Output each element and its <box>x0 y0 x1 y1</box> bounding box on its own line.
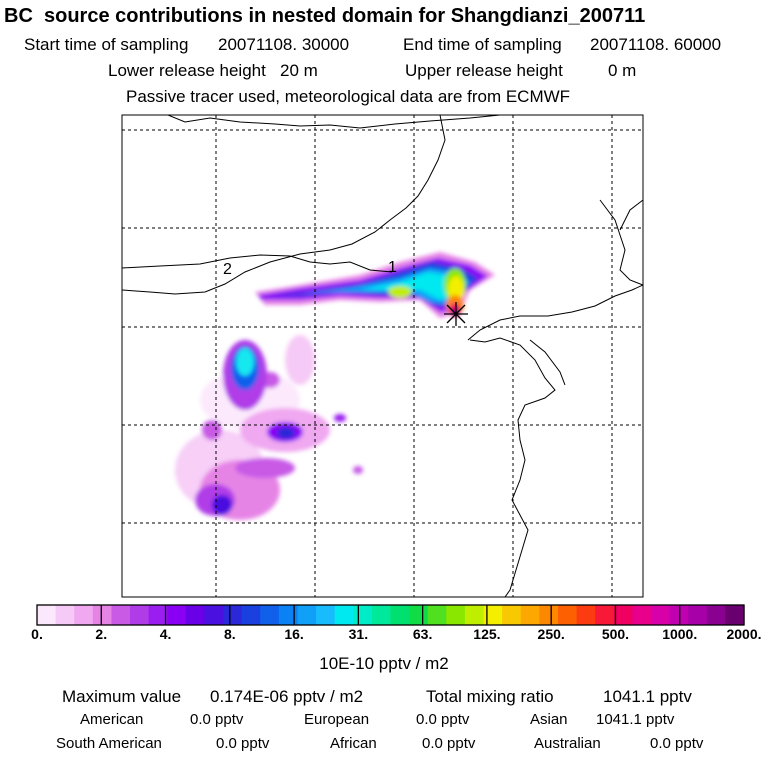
colorbar-swatch <box>464 605 485 625</box>
colorbar-swatch <box>502 605 522 625</box>
max-value-label: Maximum value <box>62 687 182 706</box>
colorbar-swatch <box>37 605 57 625</box>
colorbar-swatch <box>148 605 168 625</box>
colorbar-swatch <box>241 605 261 625</box>
colorbar-unit-label: 10E-10 pptv / m2 <box>319 654 449 673</box>
colorbar-swatch <box>390 605 410 625</box>
colorbar-tick-label: 63. <box>412 626 433 642</box>
colorbar-swatch <box>111 605 131 625</box>
colorbar-swatch <box>297 605 317 625</box>
colorbar-swatch <box>539 605 559 625</box>
map-frame <box>121 114 644 598</box>
colorbar-frame <box>36 604 745 626</box>
total-mixing-value: 1041.1 pptv <box>603 687 692 706</box>
colorbar-tick-label: 16. <box>284 626 304 642</box>
colorbar-swatch <box>632 605 652 625</box>
colorbar-tick-label: 1000. <box>662 626 698 642</box>
colorbar-swatch <box>409 605 429 625</box>
lower-release-label: Lower release height <box>108 61 266 80</box>
region-american-label: American <box>80 711 144 728</box>
colorbar <box>37 605 745 625</box>
colorbar-swatch <box>706 605 726 625</box>
colorbar-swatch <box>130 605 150 625</box>
end-time-value: 20071108. 60000 <box>590 35 722 54</box>
region-south-american-label: South American <box>56 735 162 752</box>
colorbar-swatch <box>483 605 503 625</box>
plume-layer <box>175 252 495 520</box>
colorbar-tick-lines <box>100 605 681 625</box>
colorbar-swatch <box>223 605 243 625</box>
marker-2-label: 2 <box>223 261 232 278</box>
colorbar-swatch <box>446 605 466 625</box>
colorbar-swatch <box>650 605 671 625</box>
colorbar-swatch <box>371 605 392 625</box>
colorbar-swatch <box>74 605 94 625</box>
colorbar-tick-label: 4. <box>159 626 172 642</box>
colorbar-swatch <box>520 605 540 625</box>
colorbar-tick-label: 31. <box>348 626 369 642</box>
colorbar-tick-label: 8. <box>223 626 236 642</box>
colorbar-swatch <box>316 605 336 625</box>
receptor-star-icon <box>444 302 468 326</box>
colorbar-swatch <box>595 605 615 625</box>
colorbar-swatch <box>353 605 373 625</box>
chart-title: BC source contributions in nested domain… <box>4 5 646 27</box>
colorbar-swatch <box>613 605 633 625</box>
colorbar-swatch <box>576 605 596 625</box>
colorbar-swatch <box>557 605 578 625</box>
upper-release-value: 0 m <box>608 61 637 80</box>
colorbar-tick-label: 500. <box>601 626 630 642</box>
colorbar-swatch <box>204 605 224 625</box>
region-asian-value: 1041.1 pptv <box>596 711 675 728</box>
region-african-label: African <box>330 735 377 752</box>
colorbar-swatch <box>260 605 280 625</box>
colorbar-tick-label: 0. <box>31 626 43 642</box>
colorbar-swatch <box>167 605 187 625</box>
colorbar-tick-label: 2000. <box>726 626 762 642</box>
region-asian-label: Asian <box>530 711 568 728</box>
colorbar-swatch <box>725 605 745 625</box>
start-time-value: 20071108. 30000 <box>218 35 350 54</box>
colorbar-tick-label: 2. <box>95 626 108 642</box>
coastlines <box>122 115 643 597</box>
colorbar-tick-label: 250. <box>537 626 565 642</box>
colorbar-swatch <box>688 605 708 625</box>
region-european-value: 0.0 pptv <box>416 711 470 728</box>
max-value: 0.174E-06 pptv / m2 <box>210 687 364 706</box>
colorbar-swatch <box>185 605 206 625</box>
region-african-value: 0.0 pptv <box>422 735 476 752</box>
colorbar-swatch <box>427 605 447 625</box>
graticule <box>122 115 643 597</box>
region-american-value: 0.0 pptv <box>190 711 244 728</box>
marker-1-label: 1 <box>388 259 397 276</box>
end-time-label: End time of sampling <box>403 35 562 54</box>
colorbar-swatch <box>334 605 354 625</box>
total-mixing-label: Total mixing ratio <box>426 687 554 706</box>
region-australian-value: 0.0 pptv <box>650 735 704 752</box>
upper-release-label: Upper release height <box>405 61 563 80</box>
colorbar-swatch <box>55 605 75 625</box>
region-south-american-value: 0.0 pptv <box>216 735 270 752</box>
region-european-label: European <box>304 711 370 728</box>
tracer-note: Passive tracer used, meteorological data… <box>126 87 571 106</box>
lower-release-value: 20 m <box>280 61 318 80</box>
region-australian-label: Australian <box>534 735 601 752</box>
start-time-label: Start time of sampling <box>24 35 189 54</box>
colorbar-tick-label: 125. <box>473 626 501 642</box>
colorbar-swatch <box>278 605 299 625</box>
colorbar-swatch <box>92 605 113 625</box>
